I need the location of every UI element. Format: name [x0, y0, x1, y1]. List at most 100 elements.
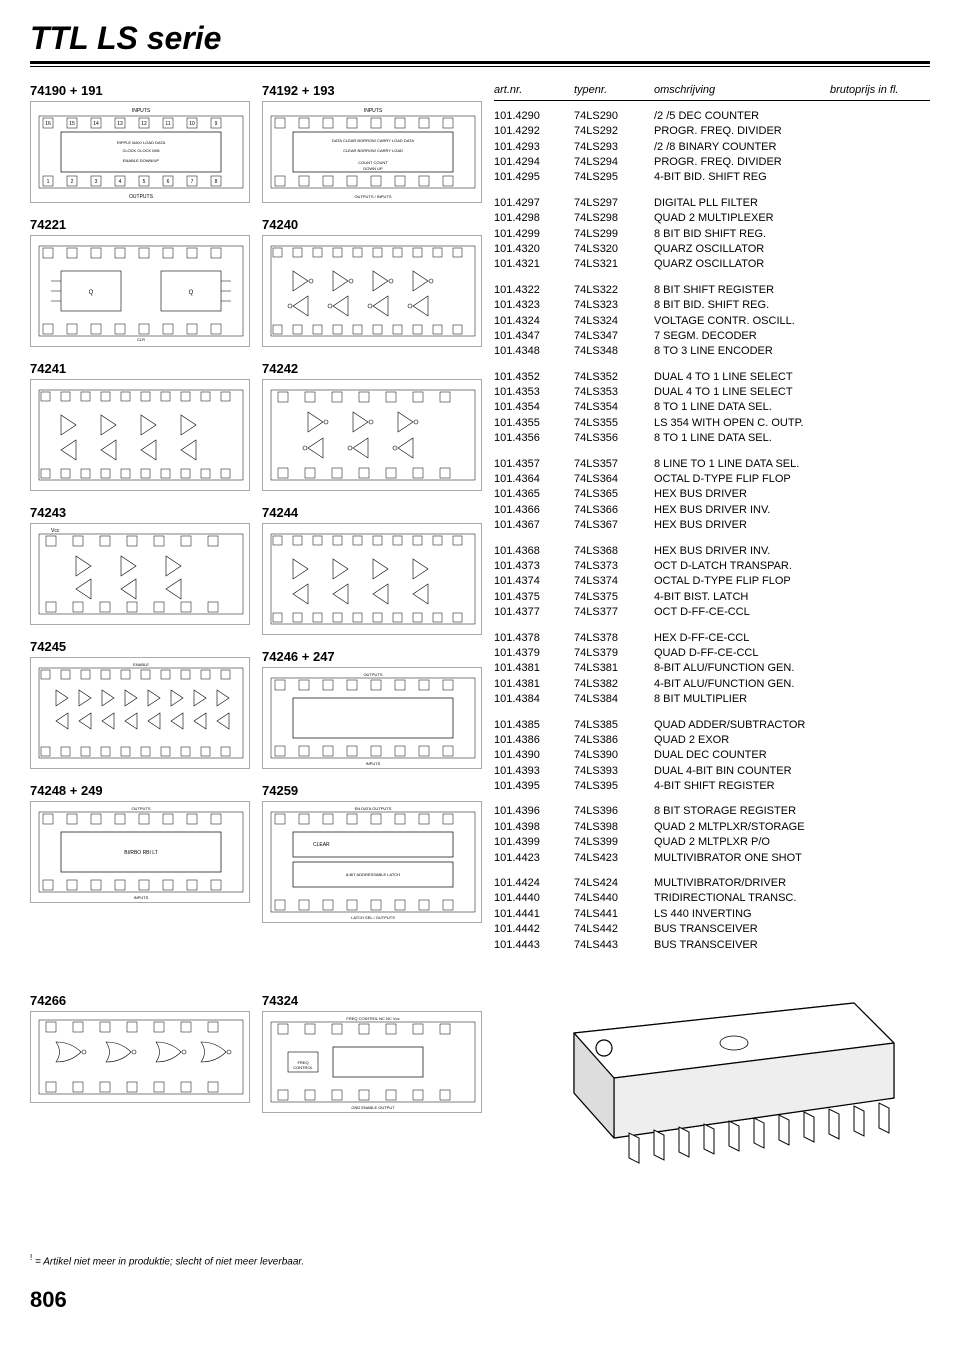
- cell-artnr: 101.4320: [494, 242, 574, 257]
- cell-typenr: 74LS298: [574, 211, 654, 226]
- cell-typenr: 74LS398: [574, 820, 654, 835]
- cell-artnr: 101.4292: [494, 124, 574, 139]
- svg-text:OUTPUTS / INPUTS: OUTPUTS / INPUTS: [354, 194, 391, 199]
- svg-text:12: 12: [141, 121, 147, 127]
- diagram-label: 74324: [262, 993, 482, 1008]
- diagram-74248: OUTPUTS INPUTS BI/RBO RBI LT: [30, 801, 250, 903]
- table-row: 101.435774LS3578 LINE TO 1 LINE DATA SEL…: [494, 457, 930, 472]
- cell-desc: 8 BIT STORAGE REGISTER: [654, 804, 930, 819]
- cell-artnr: 101.4356: [494, 431, 574, 446]
- chip-illustration: [494, 993, 930, 1193]
- cell-typenr: 74LS364: [574, 472, 654, 487]
- svg-text:BI/RBO RBI LT: BI/RBO RBI LT: [124, 850, 158, 856]
- cell-artnr: 101.4377: [494, 605, 574, 620]
- cell-artnr: 101.4423: [494, 851, 574, 866]
- cell-artnr: 101.4297: [494, 196, 574, 211]
- cell-desc: QUARZ OSCILLATOR: [654, 242, 930, 257]
- cell-artnr: 101.4357: [494, 457, 574, 472]
- cell-typenr: 74LS357: [574, 457, 654, 472]
- table-row: 101.432374LS3238 BIT BID. SHIFT REG.: [494, 298, 930, 313]
- svg-text:LATCH SEL / OUTPUTS: LATCH SEL / OUTPUTS: [351, 915, 395, 920]
- cell-desc: 8-BIT ALU/FUNCTION GEN.: [654, 661, 930, 676]
- diagram-74243: Vcc: [30, 523, 250, 625]
- cell-artnr: 101.4386: [494, 733, 574, 748]
- footnote-sup: !: [30, 1253, 32, 1262]
- table-row: 101.438174LS3818-BIT ALU/FUNCTION GEN.: [494, 661, 930, 676]
- cell-typenr: 74LS381: [574, 661, 654, 676]
- cell-desc: DUAL 4 TO 1 LINE SELECT: [654, 370, 930, 385]
- cell-typenr: 74LS375: [574, 590, 654, 605]
- cell-artnr: 101.4323: [494, 298, 574, 313]
- diagram-label: 74244: [262, 505, 482, 520]
- cell-typenr: 74LS442: [574, 922, 654, 937]
- svg-text:ENABLE: ENABLE: [133, 662, 149, 667]
- svg-text:RIPPLE MAX/ LOAD DATA: RIPPLE MAX/ LOAD DATA: [117, 140, 166, 145]
- table-row: 101.429574LS2954-BIT BID. SHIFT REG: [494, 170, 930, 185]
- data-group: 101.436874LS368HEX BUS DRIVER INV.101.43…: [494, 544, 930, 621]
- cell-desc: MULTIVIBRATOR ONE SHOT: [654, 851, 930, 866]
- cell-desc: 4-BIT SHIFT REGISTER: [654, 779, 930, 794]
- table-row: 101.432174LS321QUARZ OSCILLATOR: [494, 257, 930, 272]
- cell-artnr: 101.4390: [494, 748, 574, 763]
- table-row: 101.438674LS386QUAD 2 EXOR: [494, 733, 930, 748]
- cell-desc: 8 LINE TO 1 LINE DATA SEL.: [654, 457, 930, 472]
- cell-desc: BUS TRANSCEIVER: [654, 938, 930, 953]
- diagram-74192: INPUTS DATA CLEAR BORROW CARRY LOAD DATA…: [262, 101, 482, 203]
- cell-desc: DIGITAL PLL FILTER: [654, 196, 930, 211]
- cell-typenr: 74LS292: [574, 124, 654, 139]
- svg-text:5: 5: [143, 179, 146, 185]
- cell-typenr: 74LS378: [574, 631, 654, 646]
- cell-desc: OCTAL D-TYPE FLIP FLOP: [654, 574, 930, 589]
- data-group: 101.429074LS290/2 /5 DEC COUNTER101.4292…: [494, 109, 930, 186]
- cell-artnr: 101.4374: [494, 574, 574, 589]
- table-row: 101.444274LS442BUS TRANSCEIVER: [494, 922, 930, 937]
- svg-text:Vcc: Vcc: [51, 528, 60, 534]
- table-row: 101.429874LS298QUAD 2 MULTIPLEXER: [494, 211, 930, 226]
- diagram-label: 74243: [30, 505, 250, 520]
- cell-artnr: 101.4441: [494, 907, 574, 922]
- cell-typenr: 74LS321: [574, 257, 654, 272]
- table-row: 101.429074LS290/2 /5 DEC COUNTER: [494, 109, 930, 124]
- cell-artnr: 101.4324: [494, 314, 574, 329]
- cell-desc: PROGR. FREQ. DIVIDER: [654, 155, 930, 170]
- title-underline-thick: [30, 61, 930, 64]
- table-row: 101.439974LS399QUAD 2 MLTPLXR P/O: [494, 835, 930, 850]
- cell-typenr: 74LS323: [574, 298, 654, 313]
- table-row: 101.444074LS440TRIDIRECTIONAL TRANSC.: [494, 891, 930, 906]
- cell-desc: OCT D-LATCH TRANSPAR.: [654, 559, 930, 574]
- cell-desc: 4-BIT BIST. LATCH: [654, 590, 930, 605]
- diagram-label: 74240: [262, 217, 482, 232]
- cell-typenr: 74LS352: [574, 370, 654, 385]
- cell-typenr: 74LS423: [574, 851, 654, 866]
- cell-artnr: 101.4367: [494, 518, 574, 533]
- data-group: 101.432274LS3228 BIT SHIFT REGISTER101.4…: [494, 283, 930, 360]
- cell-desc: HEX BUS DRIVER INV.: [654, 503, 930, 518]
- svg-text:INPUTS: INPUTS: [132, 108, 151, 114]
- svg-text:CLEAR: CLEAR: [313, 842, 330, 848]
- cell-desc: 4-BIT ALU/FUNCTION GEN.: [654, 677, 930, 692]
- diagram-74221: Q Q CLR: [30, 235, 250, 347]
- svg-text:1: 1: [47, 179, 50, 185]
- table-row: 101.439574LS3954-BIT SHIFT REGISTER: [494, 779, 930, 794]
- svg-text:COUNT COUNT: COUNT COUNT: [358, 160, 388, 165]
- diagram-label: 74266: [30, 993, 250, 1008]
- table-row: 101.442374LS423MULTIVIBRATOR ONE SHOT: [494, 851, 930, 866]
- svg-text:11: 11: [165, 121, 170, 127]
- diagram-74242: [262, 379, 482, 491]
- cell-typenr: 74LS365: [574, 487, 654, 502]
- table-row: 101.437374LS373OCT D-LATCH TRANSPAR.: [494, 559, 930, 574]
- cell-desc: QUAD 2 MLTPLXR/STORAGE: [654, 820, 930, 835]
- table-row: 101.435374LS353DUAL 4 TO 1 LINE SELECT: [494, 385, 930, 400]
- cell-typenr: 74LS354: [574, 400, 654, 415]
- cell-desc: QUAD ADDER/SUBTRACTOR: [654, 718, 930, 733]
- cell-typenr: 74LS390: [574, 748, 654, 763]
- cell-desc: 8 BIT BID SHIFT REG.: [654, 227, 930, 242]
- table-row: 101.436874LS368HEX BUS DRIVER INV.: [494, 544, 930, 559]
- cell-artnr: 101.4424: [494, 876, 574, 891]
- table-row: 101.434874LS3488 TO 3 LINE ENCODER: [494, 344, 930, 359]
- cell-artnr: 101.4379: [494, 646, 574, 661]
- svg-text:OUTPUTS: OUTPUTS: [363, 672, 382, 677]
- table-row: 101.438474LS3848 BIT MULTIPLIER: [494, 692, 930, 707]
- diagram-label: 74241: [30, 361, 250, 376]
- cell-typenr: 74LS377: [574, 605, 654, 620]
